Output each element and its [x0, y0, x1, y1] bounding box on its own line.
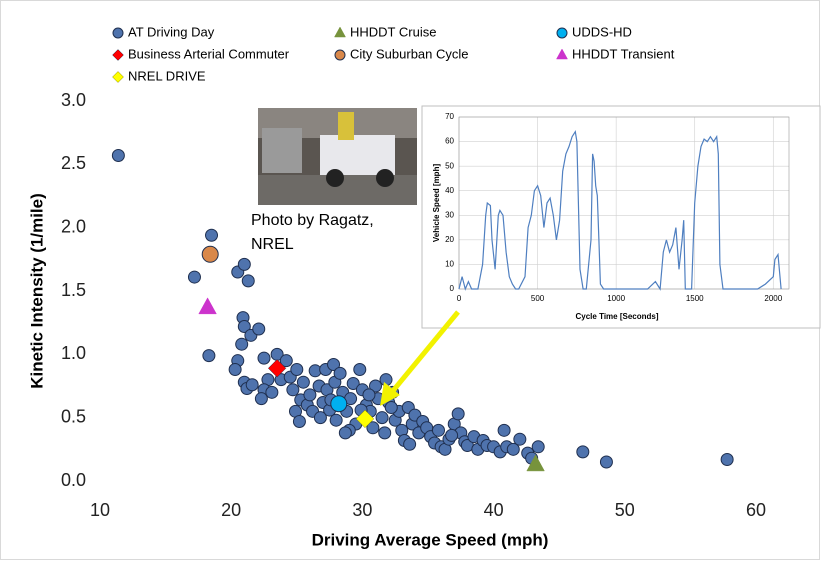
y-tick-label: 40: [445, 186, 454, 195]
y-tick-label: 3.0: [61, 90, 86, 110]
point: [314, 412, 326, 424]
point: [287, 384, 299, 396]
x-tick-label: 2000: [764, 294, 782, 303]
point: [112, 149, 124, 161]
y-tick-label: 1.5: [61, 280, 86, 300]
point: [452, 408, 464, 420]
point: [334, 367, 346, 379]
legend-label: HHDDT Transient: [572, 46, 675, 61]
x-tick-label: 30: [352, 500, 372, 520]
y-axis-title: Kinetic Intensity (1/mile): [27, 193, 46, 389]
point: [188, 271, 200, 283]
legend-label: NREL DRIVE: [128, 68, 206, 83]
chart: Kinetic Intensity (1/mile) Driving Avera…: [0, 0, 821, 561]
point: [246, 379, 258, 391]
y-tick-label: 60: [445, 137, 454, 146]
point: [229, 364, 241, 376]
legend-label: City Suburban Cycle: [350, 46, 469, 61]
legend-label: AT Driving Day: [128, 24, 215, 39]
x-tick-label: 500: [531, 294, 545, 303]
x-tick-label: 20: [221, 500, 241, 520]
x-tick-label: 50: [615, 500, 635, 520]
photo: [258, 108, 417, 205]
annotation: NREL: [251, 236, 294, 253]
x-axis-title: Driving Average Speed (mph): [312, 530, 549, 549]
y-tick-label: 50: [445, 161, 454, 170]
point: [258, 352, 270, 364]
point: [721, 453, 733, 465]
point: [293, 415, 305, 427]
point: [253, 323, 265, 335]
y-tick-label: 0.0: [61, 470, 86, 490]
legend-label: HHDDT Cruise: [350, 24, 436, 39]
x-tick-label: 1500: [686, 294, 704, 303]
legend-marker: [113, 28, 123, 38]
legend-marker: [557, 28, 567, 38]
point: [238, 258, 250, 270]
legend-label: UDDS-HD: [572, 24, 632, 39]
point: [266, 386, 278, 398]
point: [532, 441, 544, 453]
inset-x-title: Cycle Time [Seconds]: [576, 312, 659, 321]
point: [255, 393, 267, 405]
point: [385, 402, 397, 414]
y-tick-label: 0: [450, 284, 455, 293]
point: [304, 389, 316, 401]
legend-marker: [335, 50, 345, 60]
point: [498, 424, 510, 436]
point: [330, 414, 342, 426]
y-tick-label: 20: [445, 235, 454, 244]
x-tick-label: 60: [746, 500, 766, 520]
x-tick-label: 10: [90, 500, 110, 520]
inset-y-title: Vehicle Speed [mph]: [432, 164, 441, 243]
y-tick-label: 70: [445, 112, 454, 121]
x-tick-label: 0: [457, 294, 462, 303]
point: [291, 364, 303, 376]
point: [202, 246, 218, 262]
point: [297, 376, 309, 388]
x-tick-label: 40: [484, 500, 504, 520]
y-tick-label: 0.5: [61, 406, 86, 426]
point: [376, 412, 388, 424]
point: [206, 229, 218, 241]
point: [379, 427, 391, 439]
inset-chart: Vehicle Speed [mph] Cycle Time [Seconds]…: [422, 106, 820, 328]
point: [600, 456, 612, 468]
point: [354, 364, 366, 376]
point: [236, 338, 248, 350]
point: [514, 433, 526, 445]
y-tick-label: 1.0: [61, 343, 86, 363]
point: [363, 389, 375, 401]
point: [432, 424, 444, 436]
x-tick-label: 1000: [607, 294, 625, 303]
point: [339, 427, 351, 439]
y-tick-label: 2.0: [61, 216, 86, 236]
y-tick-label: 2.5: [61, 153, 86, 173]
point: [446, 429, 458, 441]
point: [577, 446, 589, 458]
legend-label: Business Arterial Commuter: [128, 46, 290, 61]
point: [331, 396, 347, 412]
point: [242, 275, 254, 287]
annotation: Photo by Ragatz,: [251, 212, 374, 229]
point: [404, 438, 416, 450]
point: [203, 350, 215, 362]
y-tick-label: 10: [445, 260, 454, 269]
y-tick-label: 30: [445, 210, 454, 219]
